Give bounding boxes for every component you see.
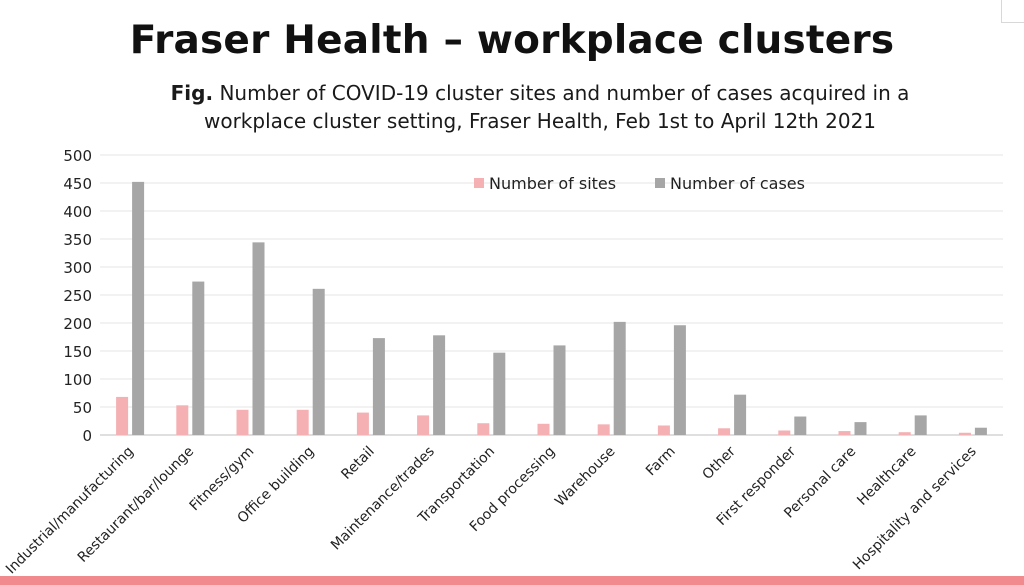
- bar-sites: [778, 430, 791, 435]
- legend-label: Number of sites: [489, 174, 616, 193]
- gridlines: [100, 154, 1003, 436]
- legend-swatch: [474, 178, 484, 188]
- y-tick-label: 250: [63, 287, 92, 305]
- x-tick-label: Industrial/manufacturing: [3, 444, 137, 576]
- bar-cases: [613, 321, 626, 435]
- page-title: Fraser Health – workplace clusters: [129, 18, 895, 63]
- y-tick-label: 0: [82, 427, 92, 445]
- bar-cases: [794, 416, 807, 435]
- bar-sites: [477, 423, 490, 435]
- bar-cases: [673, 325, 686, 435]
- y-axis: 0 50 100 150 200 250 300 350 400 450 500: [63, 147, 92, 445]
- bar-cases: [192, 281, 205, 435]
- figure-caption: Fig. Number of COVID-19 cluster sites an…: [140, 79, 940, 135]
- caption-prefix: Fig.: [170, 81, 214, 105]
- x-tick-label: Hospitality and services: [850, 444, 980, 574]
- y-tick-label: 500: [63, 147, 92, 165]
- accent-bar: [0, 576, 1024, 585]
- y-tick-label: 400: [63, 203, 92, 221]
- bar-cases: [734, 394, 747, 435]
- bar-chart: 0 50 100 150 200 250 300 350 400 450 500 Industria…: [3, 147, 1003, 576]
- bars: [116, 181, 987, 435]
- bar-sites: [958, 432, 971, 435]
- bar-sites: [116, 396, 129, 435]
- y-tick-label: 350: [63, 231, 92, 249]
- legend: Number of sites Number of cases: [474, 174, 805, 193]
- x-axis: Industrial/manufacturingRestaurant/bar/l…: [3, 443, 980, 576]
- legend-swatch: [655, 178, 665, 188]
- bar-cases: [553, 345, 566, 435]
- y-tick-label: 200: [63, 315, 92, 333]
- corner-mark: [1001, 0, 1024, 23]
- y-tick-label: 150: [63, 343, 92, 361]
- bar-cases: [914, 415, 927, 435]
- y-tick-label: 100: [63, 371, 92, 389]
- bar-sites: [356, 412, 369, 435]
- bar-cases: [854, 422, 867, 435]
- x-tick-label: Healthcare: [854, 444, 919, 509]
- bar-cases: [974, 427, 987, 435]
- legend-label: Number of cases: [670, 174, 805, 193]
- bar-cases: [433, 335, 446, 435]
- x-tick-label: Maintenance/trades: [328, 444, 438, 554]
- bar-sites: [296, 409, 309, 435]
- x-tick-label: Other: [699, 443, 739, 483]
- bar-cases: [372, 338, 385, 435]
- x-tick-label: Warehouse: [552, 444, 618, 510]
- y-tick-label: 300: [63, 259, 92, 277]
- bar-sites: [537, 423, 550, 435]
- bar-sites: [838, 431, 851, 435]
- x-tick-label: Farm: [643, 444, 679, 480]
- bar-sites: [597, 424, 610, 435]
- y-tick-label: 50: [73, 399, 92, 417]
- bar-cases: [493, 352, 506, 435]
- bar-cases: [312, 288, 325, 435]
- y-tick-label: 450: [63, 175, 92, 193]
- x-tick-label: Retail: [338, 444, 377, 483]
- bar-sites: [898, 432, 911, 435]
- bar-sites: [718, 428, 731, 435]
- bar-sites: [657, 425, 670, 435]
- bar-cases: [132, 181, 145, 435]
- bar-cases: [252, 242, 265, 435]
- x-tick-label: Restaurant/bar/lounge: [75, 444, 197, 566]
- caption-text: Number of COVID-19 cluster sites and num…: [203, 81, 910, 133]
- bar-sites: [417, 415, 430, 435]
- bar-sites: [176, 405, 189, 435]
- bar-sites: [236, 409, 249, 435]
